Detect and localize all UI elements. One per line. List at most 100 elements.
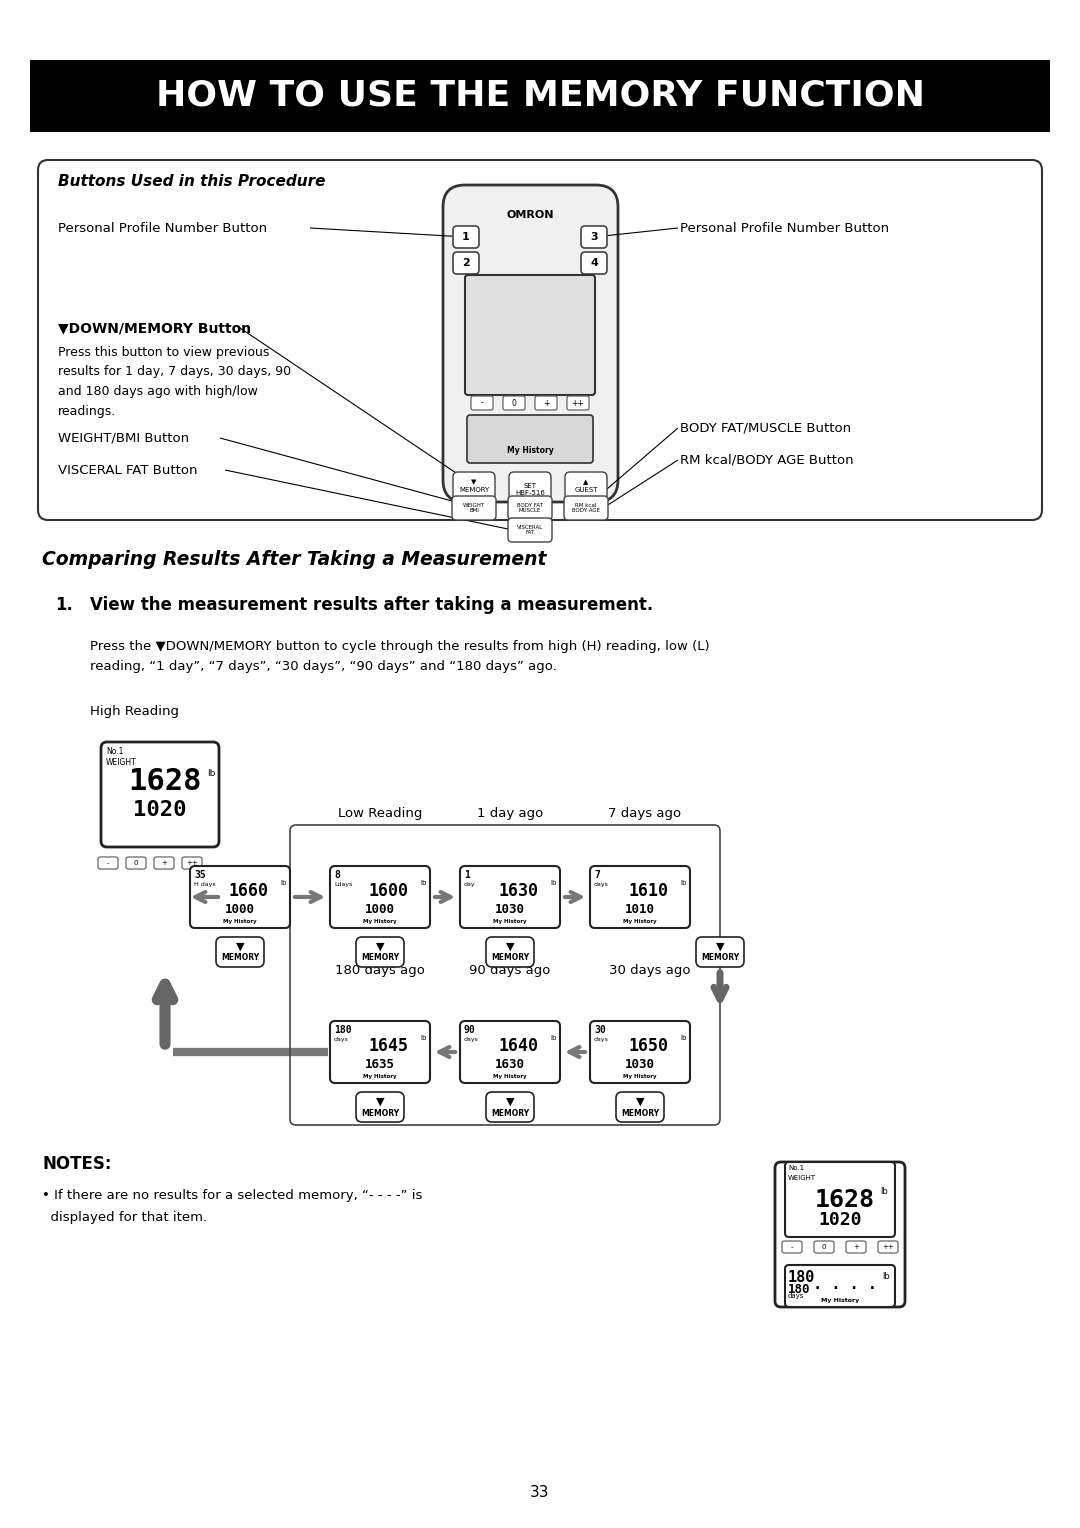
Text: ▼DOWN/MEMORY Button: ▼DOWN/MEMORY Button [58,321,252,335]
Text: Personal Profile Number Button: Personal Profile Number Button [58,222,267,234]
Text: ▲
GUEST: ▲ GUEST [575,480,597,492]
Text: reading, “1 day”, “7 days”, “30 days”, “90 days” and “180 days” ago.: reading, “1 day”, “7 days”, “30 days”, “… [90,660,557,672]
Text: Press this button to view previous
results for 1 day, 7 days, 30 days, 90
and 18: Press this button to view previous resul… [58,345,292,417]
FancyBboxPatch shape [453,252,480,274]
Text: WEIGHT: WEIGHT [106,758,137,767]
Text: Personal Profile Number Button: Personal Profile Number Button [680,222,889,234]
Text: My History: My History [363,1074,396,1079]
FancyBboxPatch shape [535,396,557,410]
FancyBboxPatch shape [846,1241,866,1253]
Text: 30 days ago: 30 days ago [609,964,691,976]
FancyBboxPatch shape [616,1093,664,1122]
Text: 1628: 1628 [129,767,202,796]
FancyBboxPatch shape [486,1093,534,1122]
Text: VISCERAL
FAT: VISCERAL FAT [517,524,543,535]
Text: days: days [334,1038,349,1042]
Text: 1010: 1010 [625,903,654,915]
Text: 4: 4 [590,258,598,267]
Text: 90 days ago: 90 days ago [470,964,551,976]
FancyBboxPatch shape [696,937,744,967]
Text: 1 day ago: 1 day ago [477,807,543,821]
FancyBboxPatch shape [564,497,608,520]
Text: MEMORY: MEMORY [221,953,259,963]
Text: lb: lb [551,880,557,886]
Text: +: + [161,860,167,866]
Text: MEMORY: MEMORY [701,953,739,963]
Text: 1.: 1. [55,596,72,614]
Text: 1020: 1020 [133,801,187,821]
Text: lb: lb [680,880,687,886]
FancyBboxPatch shape [330,1021,430,1083]
Text: lb: lb [420,880,427,886]
Text: Comparing Results After Taking a Measurement: Comparing Results After Taking a Measure… [42,550,546,568]
Text: VISCERAL FAT Button: VISCERAL FAT Button [58,463,198,477]
Text: RM kcal/BODY AGE Button: RM kcal/BODY AGE Button [680,454,853,466]
Text: 33: 33 [530,1485,550,1500]
Text: WEIGHT: WEIGHT [788,1175,816,1181]
Text: 0: 0 [822,1244,826,1250]
Text: 1650: 1650 [627,1038,669,1054]
Text: My History: My History [623,918,657,924]
Text: 3: 3 [590,232,598,241]
Text: 1630: 1630 [498,882,538,900]
Text: ++: ++ [186,860,198,866]
Text: My History: My History [363,918,396,924]
FancyBboxPatch shape [102,743,219,847]
Text: lb: lb [281,880,287,886]
Text: 1600: 1600 [368,882,408,900]
Text: 180: 180 [334,1025,352,1034]
Text: -: - [107,860,109,866]
Text: My History: My History [821,1297,859,1303]
Text: +: + [543,399,550,408]
FancyBboxPatch shape [356,1093,404,1122]
Text: days: days [594,1038,609,1042]
Text: ▼: ▼ [376,941,384,952]
Text: displayed for that item.: displayed for that item. [42,1212,207,1224]
Text: lb: lb [880,1187,888,1196]
Text: BODY FAT/MUSCLE Button: BODY FAT/MUSCLE Button [680,422,851,434]
Text: ▼: ▼ [505,1097,514,1106]
FancyBboxPatch shape [782,1241,802,1253]
Text: Press the ▼DOWN/MEMORY button to cycle through the results from high (H) reading: Press the ▼DOWN/MEMORY button to cycle t… [90,640,710,652]
Text: 1020: 1020 [819,1212,862,1229]
Text: BODY FAT
MUSCLE: BODY FAT MUSCLE [517,503,543,513]
Text: 0: 0 [512,399,516,408]
Text: 1635: 1635 [365,1057,395,1071]
Text: lb: lb [551,1036,557,1042]
Text: 1: 1 [464,869,470,880]
Text: lb: lb [420,1036,427,1042]
Text: MEMORY: MEMORY [621,1108,659,1117]
FancyBboxPatch shape [467,416,593,463]
Text: ▼: ▼ [376,1097,384,1106]
Text: days: days [464,1038,478,1042]
Text: day: day [464,882,475,886]
Text: 1000: 1000 [225,903,255,915]
FancyBboxPatch shape [453,472,495,500]
FancyBboxPatch shape [486,937,534,967]
FancyBboxPatch shape [460,866,561,927]
FancyBboxPatch shape [443,185,618,503]
FancyBboxPatch shape [356,937,404,967]
Text: lb: lb [680,1036,687,1042]
Text: Low Reading: Low Reading [338,807,422,821]
Text: 1645: 1645 [368,1038,408,1054]
Text: ++: ++ [882,1244,894,1250]
Text: 35: 35 [194,869,206,880]
Text: 1630: 1630 [495,1057,525,1071]
Text: HOW TO USE THE MEMORY FUNCTION: HOW TO USE THE MEMORY FUNCTION [156,79,924,113]
FancyBboxPatch shape [190,866,291,927]
FancyBboxPatch shape [590,1021,690,1083]
Text: days: days [594,882,609,886]
Text: 1610: 1610 [627,882,669,900]
FancyBboxPatch shape [581,226,607,248]
FancyBboxPatch shape [38,160,1042,520]
FancyBboxPatch shape [567,396,589,410]
Text: lb: lb [882,1271,890,1280]
Text: 1628: 1628 [815,1187,875,1212]
Text: My History: My History [224,918,257,924]
Text: 180: 180 [788,1270,815,1285]
FancyBboxPatch shape [183,857,202,869]
Text: • If there are no results for a selected memory, “- - - -” is: • If there are no results for a selected… [42,1189,422,1203]
Text: lb: lb [207,769,216,778]
Text: HBF-516: HBF-516 [515,490,545,497]
